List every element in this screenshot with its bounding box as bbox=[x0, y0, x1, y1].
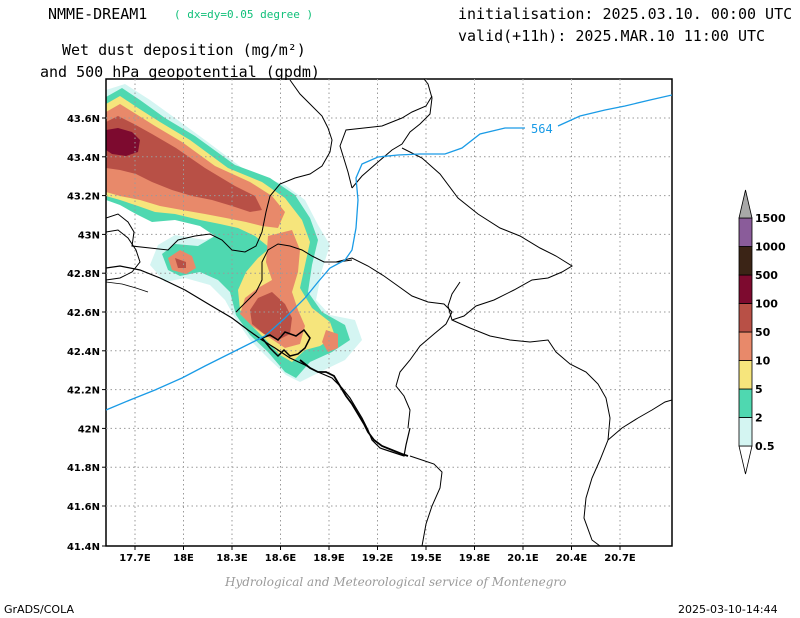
colorbar-segment bbox=[738, 360, 753, 390]
lat-label: 42.8N bbox=[67, 269, 100, 280]
coastlines-and-borders bbox=[106, 79, 672, 546]
lon-label: 18.6E bbox=[265, 553, 297, 564]
field-title-line1: Wet dust deposition (mg/m²) bbox=[62, 41, 306, 59]
colorbar-label: 1000 bbox=[755, 241, 786, 254]
colorbar-arrow-high bbox=[738, 189, 753, 219]
lat-label: 41.6N bbox=[67, 502, 100, 513]
deposition-band-100 bbox=[106, 128, 140, 156]
colorbar-segment bbox=[738, 417, 753, 447]
lat-label: 43.2N bbox=[67, 192, 100, 203]
colorbar-segment bbox=[738, 303, 753, 333]
colorbar-segment bbox=[738, 331, 753, 361]
deposition-shading bbox=[106, 84, 362, 382]
model-title: NMME-DREAM1 bbox=[48, 5, 148, 23]
border-albania-south bbox=[409, 455, 443, 546]
initialisation-time: initialisation: 2025.03.10. 00:00 UTC bbox=[458, 5, 793, 23]
border-montenegro-north bbox=[235, 243, 353, 313]
graticule bbox=[106, 79, 672, 546]
geopotential-isoline-564 bbox=[106, 94, 672, 411]
lon-label: 20.1E bbox=[507, 553, 539, 564]
lon-label: 20.4E bbox=[556, 553, 588, 564]
lon-label: 19.2E bbox=[362, 553, 394, 564]
lat-label: 43.4N bbox=[67, 153, 100, 164]
contour-label: 564 bbox=[531, 122, 553, 136]
lat-label: 42.2N bbox=[67, 386, 100, 397]
field-title-line2: and 500 hPa geopotential (gpdm) bbox=[40, 63, 320, 81]
croatia-outline bbox=[106, 229, 141, 281]
colorbar-segment bbox=[738, 217, 753, 247]
valid-time: valid(+11h): 2025.MAR.10 11:00 UTC bbox=[458, 27, 766, 45]
lon-label: 17.7E bbox=[119, 553, 151, 564]
border-north-macedonia bbox=[451, 319, 611, 546]
colorbar-label: 100 bbox=[755, 298, 778, 311]
credit-line: Hydrological and Meteorological service … bbox=[225, 575, 567, 589]
colorbar-label: 1500 bbox=[755, 212, 786, 225]
colorbar-segment bbox=[738, 388, 753, 418]
lon-label: 19.5E bbox=[410, 553, 442, 564]
border-serbia-kosovo bbox=[339, 95, 433, 189]
lat-label: 43N bbox=[78, 230, 100, 241]
deposition-band-50 bbox=[106, 116, 292, 340]
lat-label: 42.4N bbox=[67, 347, 100, 358]
coast-detail bbox=[299, 359, 409, 457]
lon-label: 18.3E bbox=[216, 553, 248, 564]
longitude-labels: 17.7E 18E 18.3E 18.6E 18.9E 19.2E 19.5E 19.8E 20… bbox=[119, 546, 636, 564]
colorbar: 0.5 2 5 10 50 100 500 1000 1500 bbox=[738, 189, 786, 475]
resolution-label: ( dx=dy=0.05 degree ) bbox=[174, 8, 314, 21]
colorbar-arrow-low bbox=[738, 445, 753, 475]
bay-of-kotor bbox=[260, 328, 311, 358]
latitude-labels: 43.6N 43.4N 43.2N 43N 42.8N 42.6N 42.4N 42.2N 42… bbox=[67, 114, 106, 553]
lon-label: 18.9E bbox=[313, 553, 345, 564]
geopotential-contour: 564 bbox=[106, 94, 672, 411]
border-albania bbox=[335, 257, 453, 429]
colorbar-label: 2 bbox=[755, 412, 763, 425]
lon-label: 18E bbox=[173, 553, 194, 564]
colorbar-segment bbox=[738, 246, 753, 276]
colorbar-label: 0.5 bbox=[755, 440, 775, 453]
lon-label: 19.8E bbox=[459, 553, 491, 564]
colorbar-label: 10 bbox=[755, 355, 771, 368]
lat-label: 41.8N bbox=[67, 463, 100, 474]
software-label: GrADS/COLA bbox=[4, 603, 74, 616]
colorbar-label: 500 bbox=[755, 269, 778, 282]
plot-timestamp: 2025-03-10-14:44 bbox=[678, 603, 778, 616]
lat-label: 41.4N bbox=[67, 542, 100, 553]
lat-label: 43.6N bbox=[67, 114, 100, 125]
lon-label: 20.7E bbox=[604, 553, 636, 564]
colorbar-segment bbox=[738, 274, 753, 304]
border-serbia bbox=[351, 79, 433, 189]
peljesac bbox=[106, 281, 149, 293]
border-bosnia bbox=[106, 79, 333, 253]
lat-label: 42N bbox=[78, 424, 100, 435]
lat-label: 42.6N bbox=[67, 308, 100, 319]
border-kosovo bbox=[401, 147, 573, 321]
colorbar-label: 5 bbox=[755, 383, 763, 396]
colorbar-label: 50 bbox=[755, 326, 771, 339]
border-greece bbox=[607, 399, 672, 441]
